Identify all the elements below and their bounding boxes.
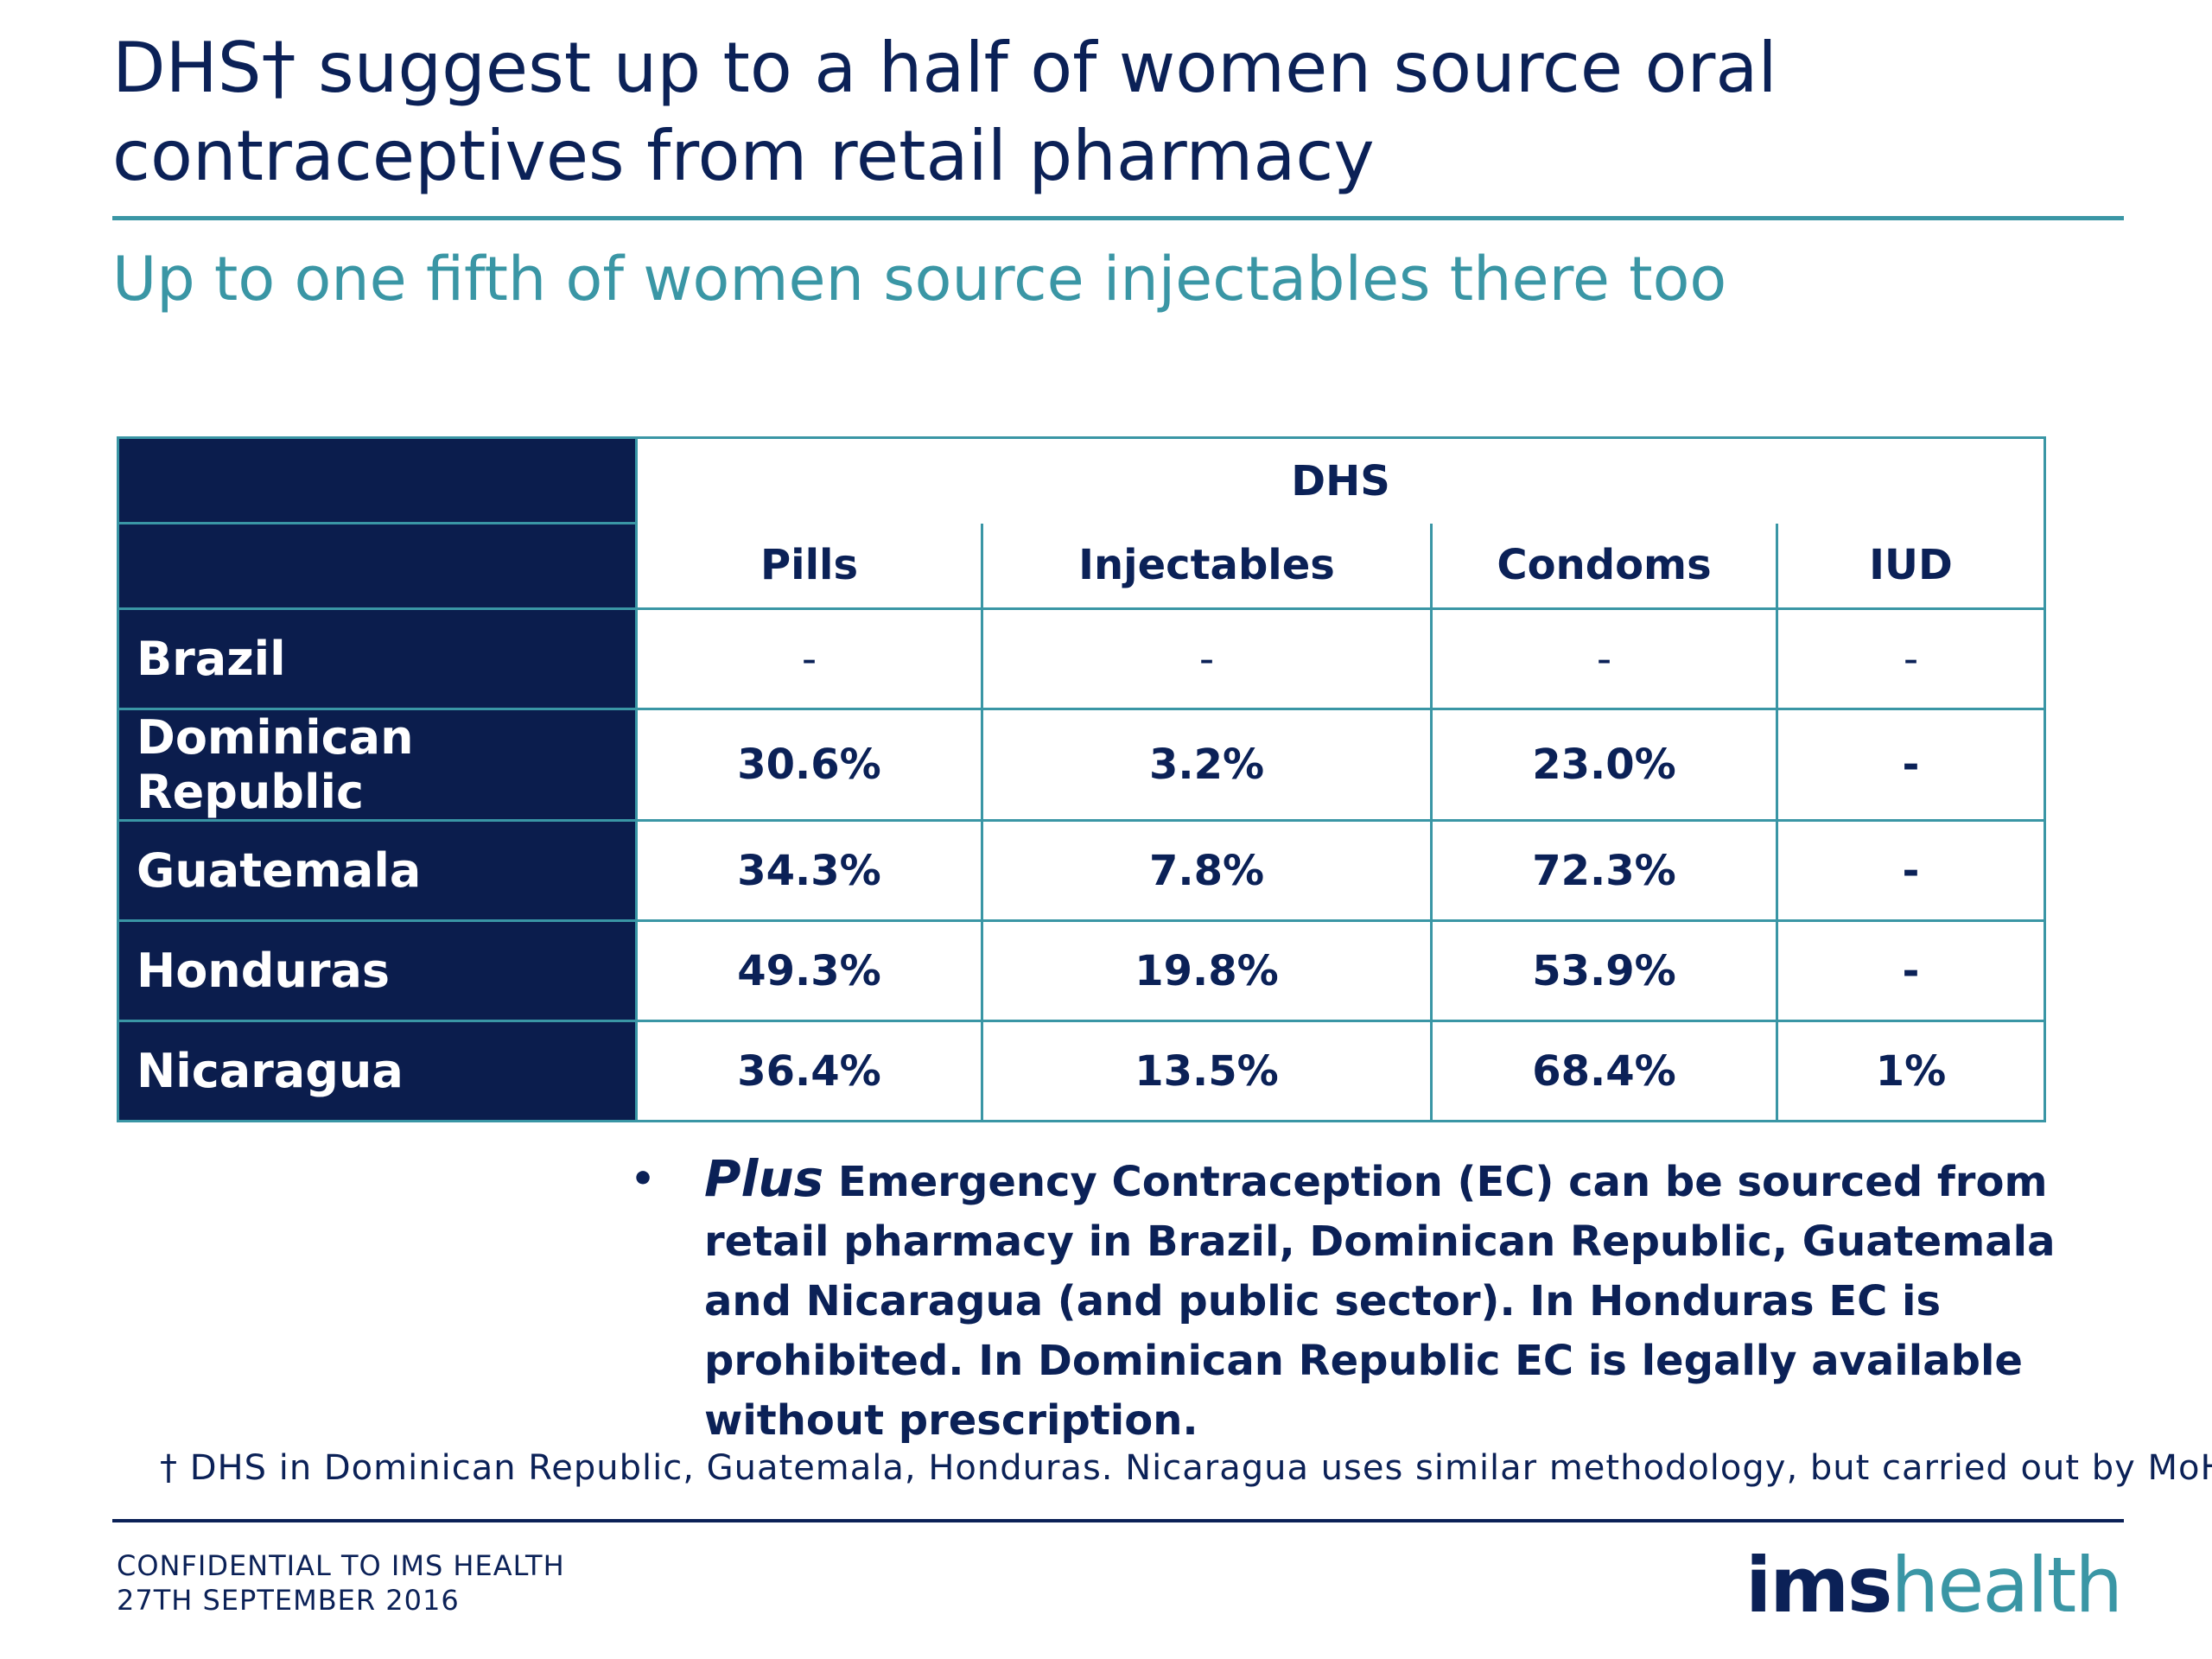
table-row: Dominican Republic 30.6% 3.2% 23.0% - <box>117 708 2047 822</box>
confidential-label: CONFIDENTIAL TO IMS HEALTH <box>117 1549 565 1582</box>
cell-iud: - <box>1775 819 2047 922</box>
ec-note-body: Emergency Contraception (EC) can be sour… <box>704 1158 2056 1445</box>
cell-pills: 34.3% <box>635 819 983 922</box>
cell-pills: - <box>635 607 983 710</box>
ec-note-lead: Plus <box>704 1149 824 1208</box>
dhs-group-header: DHS <box>634 436 2047 524</box>
cell-condoms: 72.3% <box>1430 819 1778 922</box>
cell-injectables: 3.2% <box>981 708 1433 822</box>
bullet-icon: • <box>631 1157 656 1201</box>
table-row: Guatemala 34.3% 7.8% 72.3% - <box>117 819 2047 922</box>
imshealth-logo: imshealth <box>1745 1541 2123 1630</box>
logo-health: health <box>1891 1541 2123 1630</box>
cell-pills: 30.6% <box>635 708 983 822</box>
table-column-header-row: Pills Injectables Condoms IUD <box>117 522 2047 610</box>
cell-iud: - <box>1775 919 2047 1022</box>
cell-iud: - <box>1775 708 2047 822</box>
cell-iud: 1% <box>1775 1020 2047 1122</box>
cell-injectables: 13.5% <box>981 1020 1433 1122</box>
corner-cell <box>117 522 638 610</box>
corner-cell <box>117 436 638 524</box>
column-header-injectables: Injectables <box>981 523 1433 610</box>
slide-title: DHS† suggest up to a half of women sourc… <box>112 28 1777 196</box>
logo-ims: ims <box>1745 1541 1892 1630</box>
column-header-iud: IUD <box>1775 523 2047 610</box>
cell-condoms: 53.9% <box>1430 919 1778 1022</box>
title-divider <box>112 216 2124 220</box>
cell-iud: - <box>1775 607 2047 710</box>
row-header-country: Nicaragua <box>117 1020 638 1122</box>
row-header-country: Brazil <box>117 607 638 710</box>
cell-condoms: 23.0% <box>1430 708 1778 822</box>
cell-injectables: - <box>981 607 1433 710</box>
footer-confidential: CONFIDENTIAL TO IMS HEALTH 27TH SEPTEMBE… <box>117 1548 565 1618</box>
cell-pills: 36.4% <box>635 1020 983 1122</box>
cell-pills: 49.3% <box>635 919 983 1022</box>
sourcing-table: DHS Pills Injectables Condoms IUD Brazil… <box>117 436 2047 1122</box>
cell-injectables: 7.8% <box>981 819 1433 922</box>
table-row: Honduras 49.3% 19.8% 53.9% - <box>117 919 2047 1022</box>
table-group-header-row: DHS <box>117 436 2047 524</box>
slide-subtitle: Up to one fifth of women source injectab… <box>112 244 1727 315</box>
footer-date: 27TH SEPTEMBER 2016 <box>117 1584 460 1617</box>
ec-note-text: Plus Emergency Contraception (EC) can be… <box>704 1149 2121 1451</box>
table-row: Brazil - - - - <box>117 607 2047 710</box>
cell-injectables: 19.8% <box>981 919 1433 1022</box>
cell-condoms: 68.4% <box>1430 1020 1778 1122</box>
dhs-footnote: † DHS in Dominican Republic, Guatemala, … <box>160 1448 2212 1488</box>
row-header-country: Honduras <box>117 919 638 1022</box>
column-header-condoms: Condoms <box>1430 523 1778 610</box>
footer-divider <box>112 1519 2124 1522</box>
cell-condoms: - <box>1430 607 1778 710</box>
row-header-country: Guatemala <box>117 819 638 922</box>
table-row: Nicaragua 36.4% 13.5% 68.4% 1% <box>117 1020 2047 1122</box>
row-header-country: Dominican Republic <box>117 708 638 822</box>
column-header-pills: Pills <box>635 523 983 610</box>
